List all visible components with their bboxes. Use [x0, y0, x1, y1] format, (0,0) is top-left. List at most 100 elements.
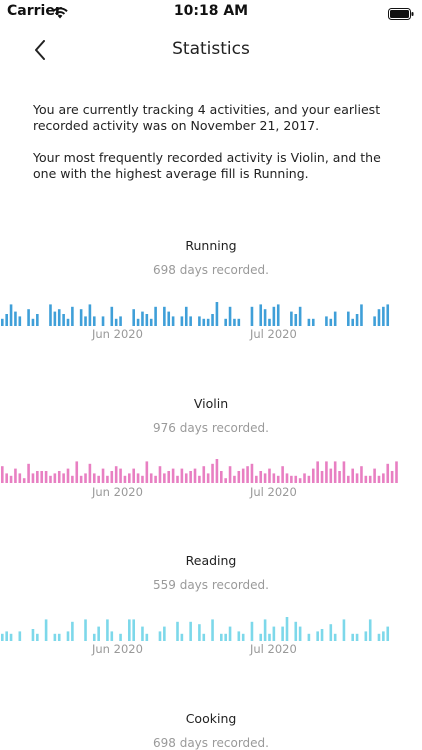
chart-bar — [128, 619, 131, 641]
carrier-label: Carrier — [7, 3, 62, 19]
chart-bar — [198, 624, 201, 641]
chart-bar — [53, 473, 57, 483]
chart-bar — [171, 468, 175, 483]
chart-bar — [386, 463, 390, 483]
chart-bar — [114, 466, 118, 483]
chart-bar — [263, 473, 267, 483]
chart-bar — [101, 468, 105, 483]
activity-title: Running — [185, 238, 237, 253]
chart-bar — [298, 626, 302, 641]
activity-bar-chart — [1, 617, 390, 641]
chart-bar — [377, 633, 381, 641]
battery-icon — [388, 5, 414, 24]
chart-bar — [377, 475, 381, 483]
activity-days-recorded: 976 days recorded. — [152, 421, 269, 435]
chart-bar — [307, 318, 311, 326]
clock-label: 10:18 AM — [173, 3, 249, 19]
chart-bar — [268, 633, 271, 641]
chart-bar — [14, 468, 17, 483]
chart-bar — [97, 626, 100, 641]
chart-bar — [259, 304, 263, 326]
summary-activities-text: You are currently tracking 4 activities,… — [33, 102, 381, 133]
month-label: Jul 2020 — [250, 327, 297, 341]
chart-bar — [119, 316, 122, 326]
back-button[interactable] — [28, 36, 52, 64]
chart-bar — [303, 473, 306, 483]
chart-bar — [184, 473, 188, 483]
chart-bar — [154, 306, 157, 326]
chart-bar — [53, 633, 57, 641]
chart-bar — [228, 466, 232, 483]
chart-bar — [263, 309, 267, 326]
chart-bar — [211, 619, 214, 641]
chart-bar — [272, 473, 276, 483]
chart-bar — [27, 463, 30, 483]
chart-bar — [136, 473, 140, 483]
chart-bar — [237, 631, 241, 641]
chart-bar — [149, 318, 153, 326]
chart-bar — [5, 314, 8, 326]
chart-bar — [351, 633, 354, 641]
chart-bar — [189, 471, 192, 483]
chart-bar — [355, 314, 359, 326]
chart-bar — [224, 478, 227, 483]
chart-bar — [66, 468, 70, 483]
chart-bar — [176, 621, 179, 641]
chart-bar — [114, 318, 118, 326]
chart-bar — [145, 314, 149, 326]
chart-bar — [123, 475, 127, 483]
status-bar: Carrier 10:18 AM — [0, 0, 422, 24]
chart-bar — [18, 473, 22, 483]
chart-bar — [215, 459, 219, 483]
chart-bar — [176, 475, 179, 483]
chart-bar — [307, 475, 311, 483]
activity-days-recorded: 698 days recorded. — [152, 263, 269, 277]
chart-bar — [368, 619, 372, 641]
chart-bar — [136, 318, 140, 326]
chart-bar — [202, 633, 206, 641]
chart-bar — [1, 633, 4, 641]
chart-bar — [320, 471, 324, 483]
chart-bar — [241, 633, 245, 641]
chart-bar — [206, 318, 210, 326]
chart-bar — [49, 304, 52, 326]
chart-bar — [281, 626, 284, 641]
chart-bar — [97, 475, 100, 483]
chart-bar — [5, 631, 8, 641]
chart-bar — [71, 306, 74, 326]
chart-bar — [44, 619, 48, 641]
chart-bar — [88, 463, 92, 483]
chart-bar — [106, 475, 109, 483]
chart-bar — [294, 621, 298, 641]
chart-bar — [386, 626, 390, 641]
chart-bar — [149, 473, 153, 483]
chart-bar — [18, 631, 22, 641]
chart-bar — [145, 461, 149, 483]
chart-bar — [154, 475, 157, 483]
chart-bar — [276, 304, 280, 326]
chart-bar — [79, 475, 83, 483]
chart-bar — [377, 309, 381, 326]
chart-bar — [220, 633, 223, 641]
chart-bar — [110, 306, 114, 326]
chart-bar — [390, 471, 394, 483]
chart-bar — [158, 631, 162, 641]
chart-bar — [18, 316, 22, 326]
chart-bar — [272, 626, 276, 641]
chart-bar — [342, 619, 346, 641]
chart-bar — [92, 473, 96, 483]
chart-bar — [27, 309, 30, 326]
chart-bar — [255, 475, 258, 483]
chart-bar — [9, 633, 13, 641]
chart-bar — [31, 629, 35, 641]
month-label: Jul 2020 — [250, 485, 297, 499]
chart-bar — [220, 471, 223, 483]
wifi-icon — [52, 4, 68, 23]
chart-bar — [141, 626, 144, 641]
chart-bar — [211, 314, 214, 326]
activity-days-recorded: 698 days recorded. — [152, 736, 269, 750]
chart-bar — [347, 311, 350, 326]
month-label: Jun 2020 — [92, 327, 143, 341]
chart-bar — [22, 478, 26, 483]
chart-bar — [360, 304, 363, 326]
